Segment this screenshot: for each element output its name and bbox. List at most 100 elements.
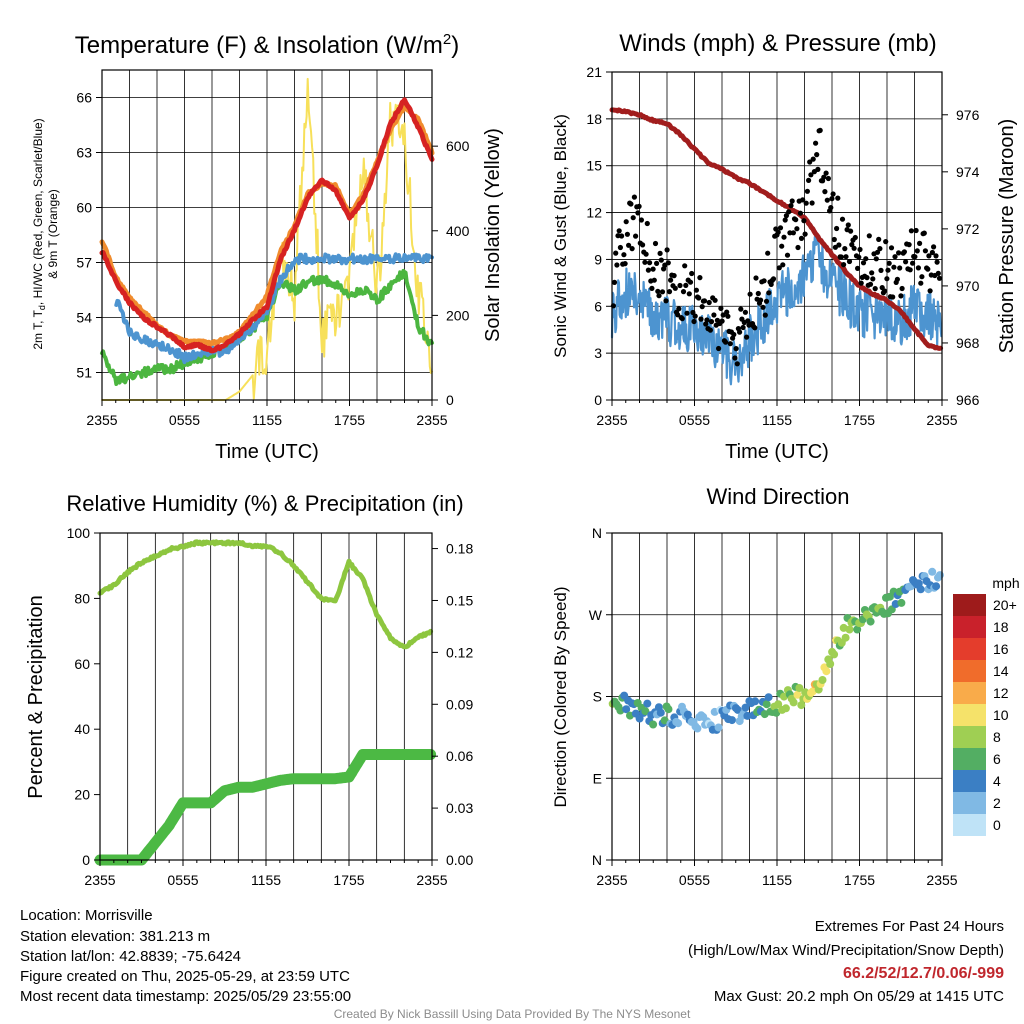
gust-point (707, 327, 714, 333)
gust-point (813, 140, 819, 146)
y-tick-label: 15 (586, 158, 602, 174)
gust-point (929, 249, 936, 256)
y-tick-label: 80 (74, 590, 90, 606)
gust-point (926, 253, 932, 259)
gust-point (777, 225, 784, 231)
gust-point (635, 210, 641, 216)
created-text: Figure created on Thu, 2025-05-29, at 23… (20, 968, 350, 985)
direction-point (853, 625, 862, 634)
gust-point (779, 243, 785, 249)
gust-point (664, 247, 670, 253)
gust-point (867, 281, 874, 287)
gust-point (858, 280, 864, 286)
y-tick-label: 60 (74, 656, 90, 672)
gust-point (663, 298, 669, 304)
gust-point (617, 244, 624, 251)
direction-point (897, 598, 906, 607)
legend-label: 0 (993, 817, 1001, 833)
gust-point (720, 312, 726, 318)
direction-point (793, 690, 802, 699)
gust-point (765, 250, 771, 256)
gust-point (716, 345, 722, 352)
gust-point (809, 200, 815, 206)
gust-point (631, 194, 638, 200)
x-tick-label: 0555 (167, 872, 198, 888)
gust-point (794, 226, 800, 232)
y-tick-label: 9 (594, 251, 602, 267)
x-tick-label: 1155 (252, 412, 282, 428)
gust-point (884, 276, 890, 282)
gust-point (775, 229, 781, 235)
x-tick-label: 1755 (844, 412, 875, 428)
series-green-line (100, 268, 434, 386)
legend-label: 8 (993, 729, 1001, 745)
gust-point (838, 254, 844, 260)
gust-point (896, 250, 902, 256)
x-tick-label: 0555 (169, 412, 200, 428)
gust-point (701, 298, 708, 304)
gust-point (786, 209, 792, 215)
gust-point (817, 127, 823, 133)
gust-point (927, 288, 933, 294)
gust-point (740, 324, 746, 331)
credit-text: Created By Nick Bassill Using Data Provi… (333, 1007, 691, 1021)
direction-point (643, 699, 652, 708)
direction-point (741, 703, 750, 712)
gust-point (808, 172, 814, 178)
gust-point (824, 197, 830, 203)
x-tick-label: 1755 (333, 872, 364, 888)
gust-point (888, 245, 895, 251)
gust-point (936, 275, 943, 281)
gust-point (624, 231, 631, 237)
gust-point (919, 274, 925, 280)
gust-point (613, 250, 619, 256)
gust-point (712, 297, 718, 303)
gust-point (821, 174, 827, 180)
legend-swatch (953, 594, 986, 616)
gust-point (881, 288, 888, 294)
gust-point (856, 254, 862, 260)
legend-swatch (953, 682, 986, 704)
gust-point (654, 260, 660, 266)
legend-swatch (953, 704, 986, 726)
y-tick-label: 60 (76, 200, 92, 216)
gust-point (684, 310, 690, 316)
y-tick-label: S (593, 689, 602, 705)
gust-point (886, 260, 892, 266)
direction-point (841, 633, 850, 642)
x-tick-label: 2355 (596, 872, 627, 888)
winds-ylabel-left: Sonic Wind & Gust (Blue, Black) (551, 114, 570, 358)
y-tick-label: 54 (76, 310, 92, 326)
x-tick-label: 0555 (679, 872, 710, 888)
gust-point (828, 205, 834, 211)
gust-point (831, 236, 837, 243)
gust-point (784, 252, 791, 258)
gust-point (659, 289, 666, 295)
gust-point (825, 175, 832, 182)
gust-point (910, 260, 916, 266)
gust-point (768, 281, 774, 287)
gust-point (760, 304, 766, 310)
direction-point (693, 724, 702, 733)
gust-point (723, 339, 729, 345)
gust-point (848, 228, 854, 234)
direction-point (774, 700, 783, 709)
gust-point (857, 246, 863, 253)
recent-data-text: Most recent data timestamp: 2025/05/29 2… (20, 988, 352, 1005)
humidity-title: Relative Humidity (%) & Precipitation (i… (66, 491, 463, 516)
gust-point (894, 276, 901, 282)
gust-point (763, 298, 770, 304)
gust-point (657, 250, 663, 256)
gust-point (822, 189, 828, 195)
direction-point (656, 708, 665, 717)
temperature-ylabel-left: 2m T, Td, HI/WC (Red, Green, Scarlet/Blu… (31, 118, 47, 349)
series-red-line (99, 97, 435, 354)
gust-point (890, 294, 896, 300)
gust-point (734, 361, 740, 367)
direction-point (728, 716, 736, 725)
gust-point (790, 230, 797, 236)
humidity-ylabel: Percent & Precipitation (25, 595, 47, 798)
y-tick-label-right: 0.12 (446, 644, 473, 660)
y-tick-label: 12 (586, 205, 602, 221)
gust-point (836, 242, 842, 248)
